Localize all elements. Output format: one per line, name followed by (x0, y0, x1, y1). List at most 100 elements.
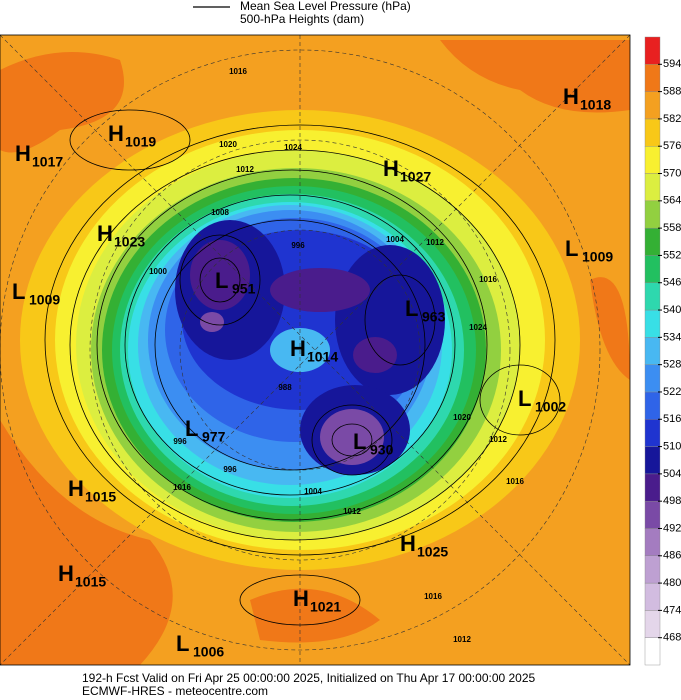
colorbar-box (644, 555, 661, 584)
colorbar-box (644, 227, 661, 256)
center-pressure: 1023 (114, 234, 145, 250)
map (0, 34, 631, 666)
isobar-label: 1024 (469, 323, 487, 332)
colorbar-box (644, 309, 661, 338)
colorbar-label: 546 (663, 277, 681, 289)
colorbar-box (644, 473, 661, 502)
isobar-label: 996 (173, 437, 187, 446)
colorbar-box (644, 337, 661, 365)
center-type: L (12, 279, 25, 304)
isobar-label: 1012 (343, 507, 361, 516)
center-type: L (353, 429, 366, 454)
isobar-label: 1012 (426, 238, 444, 247)
isobar-label: 988 (278, 383, 292, 392)
colorbar-label: 504 (663, 468, 681, 480)
center-type: H (15, 141, 31, 166)
colorbar-label: 468 (663, 632, 681, 644)
isobar-label: 1012 (453, 635, 471, 644)
center-type: L (176, 631, 189, 656)
colorbar-box (644, 173, 661, 202)
legend-label: Mean Sea Level Pressure (hPa) (240, 0, 411, 13)
center-pressure: 1014 (307, 349, 338, 365)
colorbar-box (644, 528, 661, 556)
center-pressure: 1006 (193, 644, 224, 660)
colorbar-label: 558 (663, 222, 681, 234)
colorbar-label: 552 (663, 249, 681, 261)
footer-line: 192-h Fcst Valid on Fri Apr 25 00:00:00 … (82, 671, 536, 685)
colorbar: 468 474 480 486 492 498 504 510 516 522 528 534 540 5… (644, 36, 681, 666)
center-pressure: 1021 (310, 599, 341, 615)
isobar-label: 1016 (506, 477, 524, 486)
colorbar-box (644, 582, 661, 611)
colorbar-box (644, 64, 661, 92)
center-pressure: 1027 (400, 169, 431, 185)
colorbar-box (644, 118, 661, 147)
colorbar-box (644, 610, 661, 638)
colorbar-label: 516 (663, 413, 681, 425)
center-pressure: 963 (422, 309, 446, 325)
colorbar-label: 510 (663, 440, 681, 452)
isobar-label: 1020 (219, 140, 237, 149)
center-type: L (215, 268, 228, 293)
colorbar-box (644, 282, 661, 311)
isobar-label: 1012 (236, 165, 254, 174)
center-type: H (383, 156, 399, 181)
colorbar-box (644, 637, 661, 666)
center-type: H (68, 476, 84, 501)
center-pressure: 1015 (85, 489, 116, 505)
isobar-label: 1020 (453, 413, 471, 422)
colorbar-box (644, 91, 661, 120)
colorbar-box (644, 36, 661, 65)
center-type: L (185, 416, 198, 441)
isobar-label: 996 (223, 465, 237, 474)
center-type: L (565, 236, 578, 261)
colorbar-box (644, 391, 661, 420)
colorbar-box (644, 146, 661, 174)
center-type: H (97, 221, 113, 246)
center-type: H (563, 84, 579, 109)
colorbar-box (644, 200, 661, 229)
center-pressure: 1009 (582, 249, 613, 265)
isobar-label: 996 (291, 241, 305, 250)
isobar-label: 1016 (173, 483, 191, 492)
center-pressure: 977 (202, 429, 226, 445)
colorbar-box (644, 446, 661, 475)
colorbar-label: 498 (663, 495, 681, 507)
isobar-label: 1016 (229, 67, 247, 76)
center-pressure: 1009 (29, 292, 60, 308)
center-type: H (58, 561, 74, 586)
isobar-label: 1024 (284, 143, 302, 152)
colorbar-label: 588 (663, 86, 681, 98)
colorbar-label: 492 (663, 522, 681, 534)
colorbar-label: 576 (663, 140, 681, 152)
isobar-label: 1000 (149, 267, 167, 276)
center-pressure: 951 (232, 281, 256, 297)
isobar-label: 1004 (386, 235, 404, 244)
colorbar-label: 474 (663, 604, 681, 616)
colorbar-label: 540 (663, 304, 681, 316)
center-type: H (290, 336, 306, 361)
colorbar-label: 486 (663, 550, 681, 562)
legend-label: 500-hPa Heights (dam) (240, 12, 364, 26)
colorbar-label: 582 (663, 113, 681, 125)
center-type: H (108, 121, 124, 146)
map-frame (0, 34, 631, 666)
colorbar-box (644, 500, 661, 529)
center-type: L (405, 296, 418, 321)
footer-line: ECMWF-HRES - meteocentre.com (82, 684, 268, 698)
isobar-label: 1016 (479, 275, 497, 284)
center-pressure: 930 (370, 442, 394, 458)
isobar-label: 1012 (489, 435, 507, 444)
center-type: H (293, 586, 309, 611)
colorbar-label: 570 (663, 167, 681, 179)
center-type: H (400, 531, 416, 556)
isobar-label: 1004 (304, 487, 322, 496)
isobar-label: 1008 (211, 208, 229, 217)
colorbar-label: 480 (663, 577, 681, 589)
colorbar-box (644, 255, 661, 283)
center-pressure: 1017 (32, 154, 63, 170)
center-pressure: 1019 (125, 134, 156, 150)
center-pressure: 1018 (580, 97, 611, 113)
colorbar-label: 528 (663, 359, 681, 371)
